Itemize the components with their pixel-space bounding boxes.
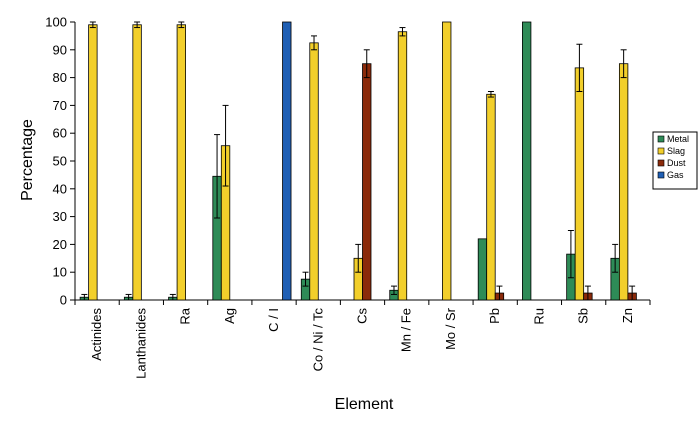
y-tick-label: 100 (45, 15, 67, 30)
bar-slag (88, 24, 98, 301)
x-tick-label: Ag (222, 308, 237, 324)
bar-slag (486, 93, 496, 301)
bar-slag (132, 24, 142, 301)
x-tick-label: Pb (487, 308, 502, 324)
x-tick-label: Co / Ni / Tc (310, 308, 325, 372)
y-tick-label: 70 (53, 98, 67, 113)
legend-swatch-gas (657, 171, 665, 179)
legend-swatch-metal (657, 135, 665, 143)
y-tick-label: 40 (53, 181, 67, 196)
bar-slag (397, 31, 408, 301)
bar-slag (442, 21, 452, 301)
bar-gas (282, 21, 292, 301)
legend-swatch-dust (657, 159, 665, 167)
legend-label-slag: Slag (667, 146, 685, 156)
x-tick-label: C / I (266, 308, 281, 332)
x-tick-label: Mn / Fe (399, 308, 414, 352)
y-tick-label: 80 (53, 70, 67, 85)
x-tick-label: Sb (576, 308, 591, 324)
x-tick-label: Ra (178, 307, 193, 324)
x-tick-label: Lanthanides (133, 308, 148, 379)
x-tick-label: Actinides (89, 308, 104, 361)
bar-metal (522, 21, 532, 301)
y-tick-label: 10 (53, 265, 67, 280)
bar-dust (362, 63, 372, 301)
y-tick-label: 0 (60, 293, 67, 308)
legend-label-metal: Metal (667, 134, 689, 144)
x-tick-label: Zn (620, 308, 635, 323)
x-axis-title: Element (335, 396, 394, 413)
y-axis-title: Percentage (19, 119, 36, 201)
legend-label-dust: Dust (667, 158, 686, 168)
bar-slag (618, 63, 629, 301)
x-tick-label: Mo / Sr (443, 307, 458, 350)
bar-metal (477, 238, 488, 301)
bar-slag (309, 42, 319, 301)
legend-label-gas: Gas (667, 170, 684, 180)
y-tick-label: 50 (53, 154, 67, 169)
x-tick-label: Cs (355, 308, 370, 324)
legend-swatch-slag (657, 147, 665, 155)
bar-slag (574, 67, 585, 301)
y-tick-label: 20 (53, 237, 67, 252)
y-tick-label: 30 (53, 209, 67, 224)
x-tick-label: Ru (531, 308, 546, 325)
y-tick-label: 90 (53, 42, 67, 57)
y-tick-label: 60 (53, 126, 67, 141)
bar-slag (176, 24, 186, 301)
